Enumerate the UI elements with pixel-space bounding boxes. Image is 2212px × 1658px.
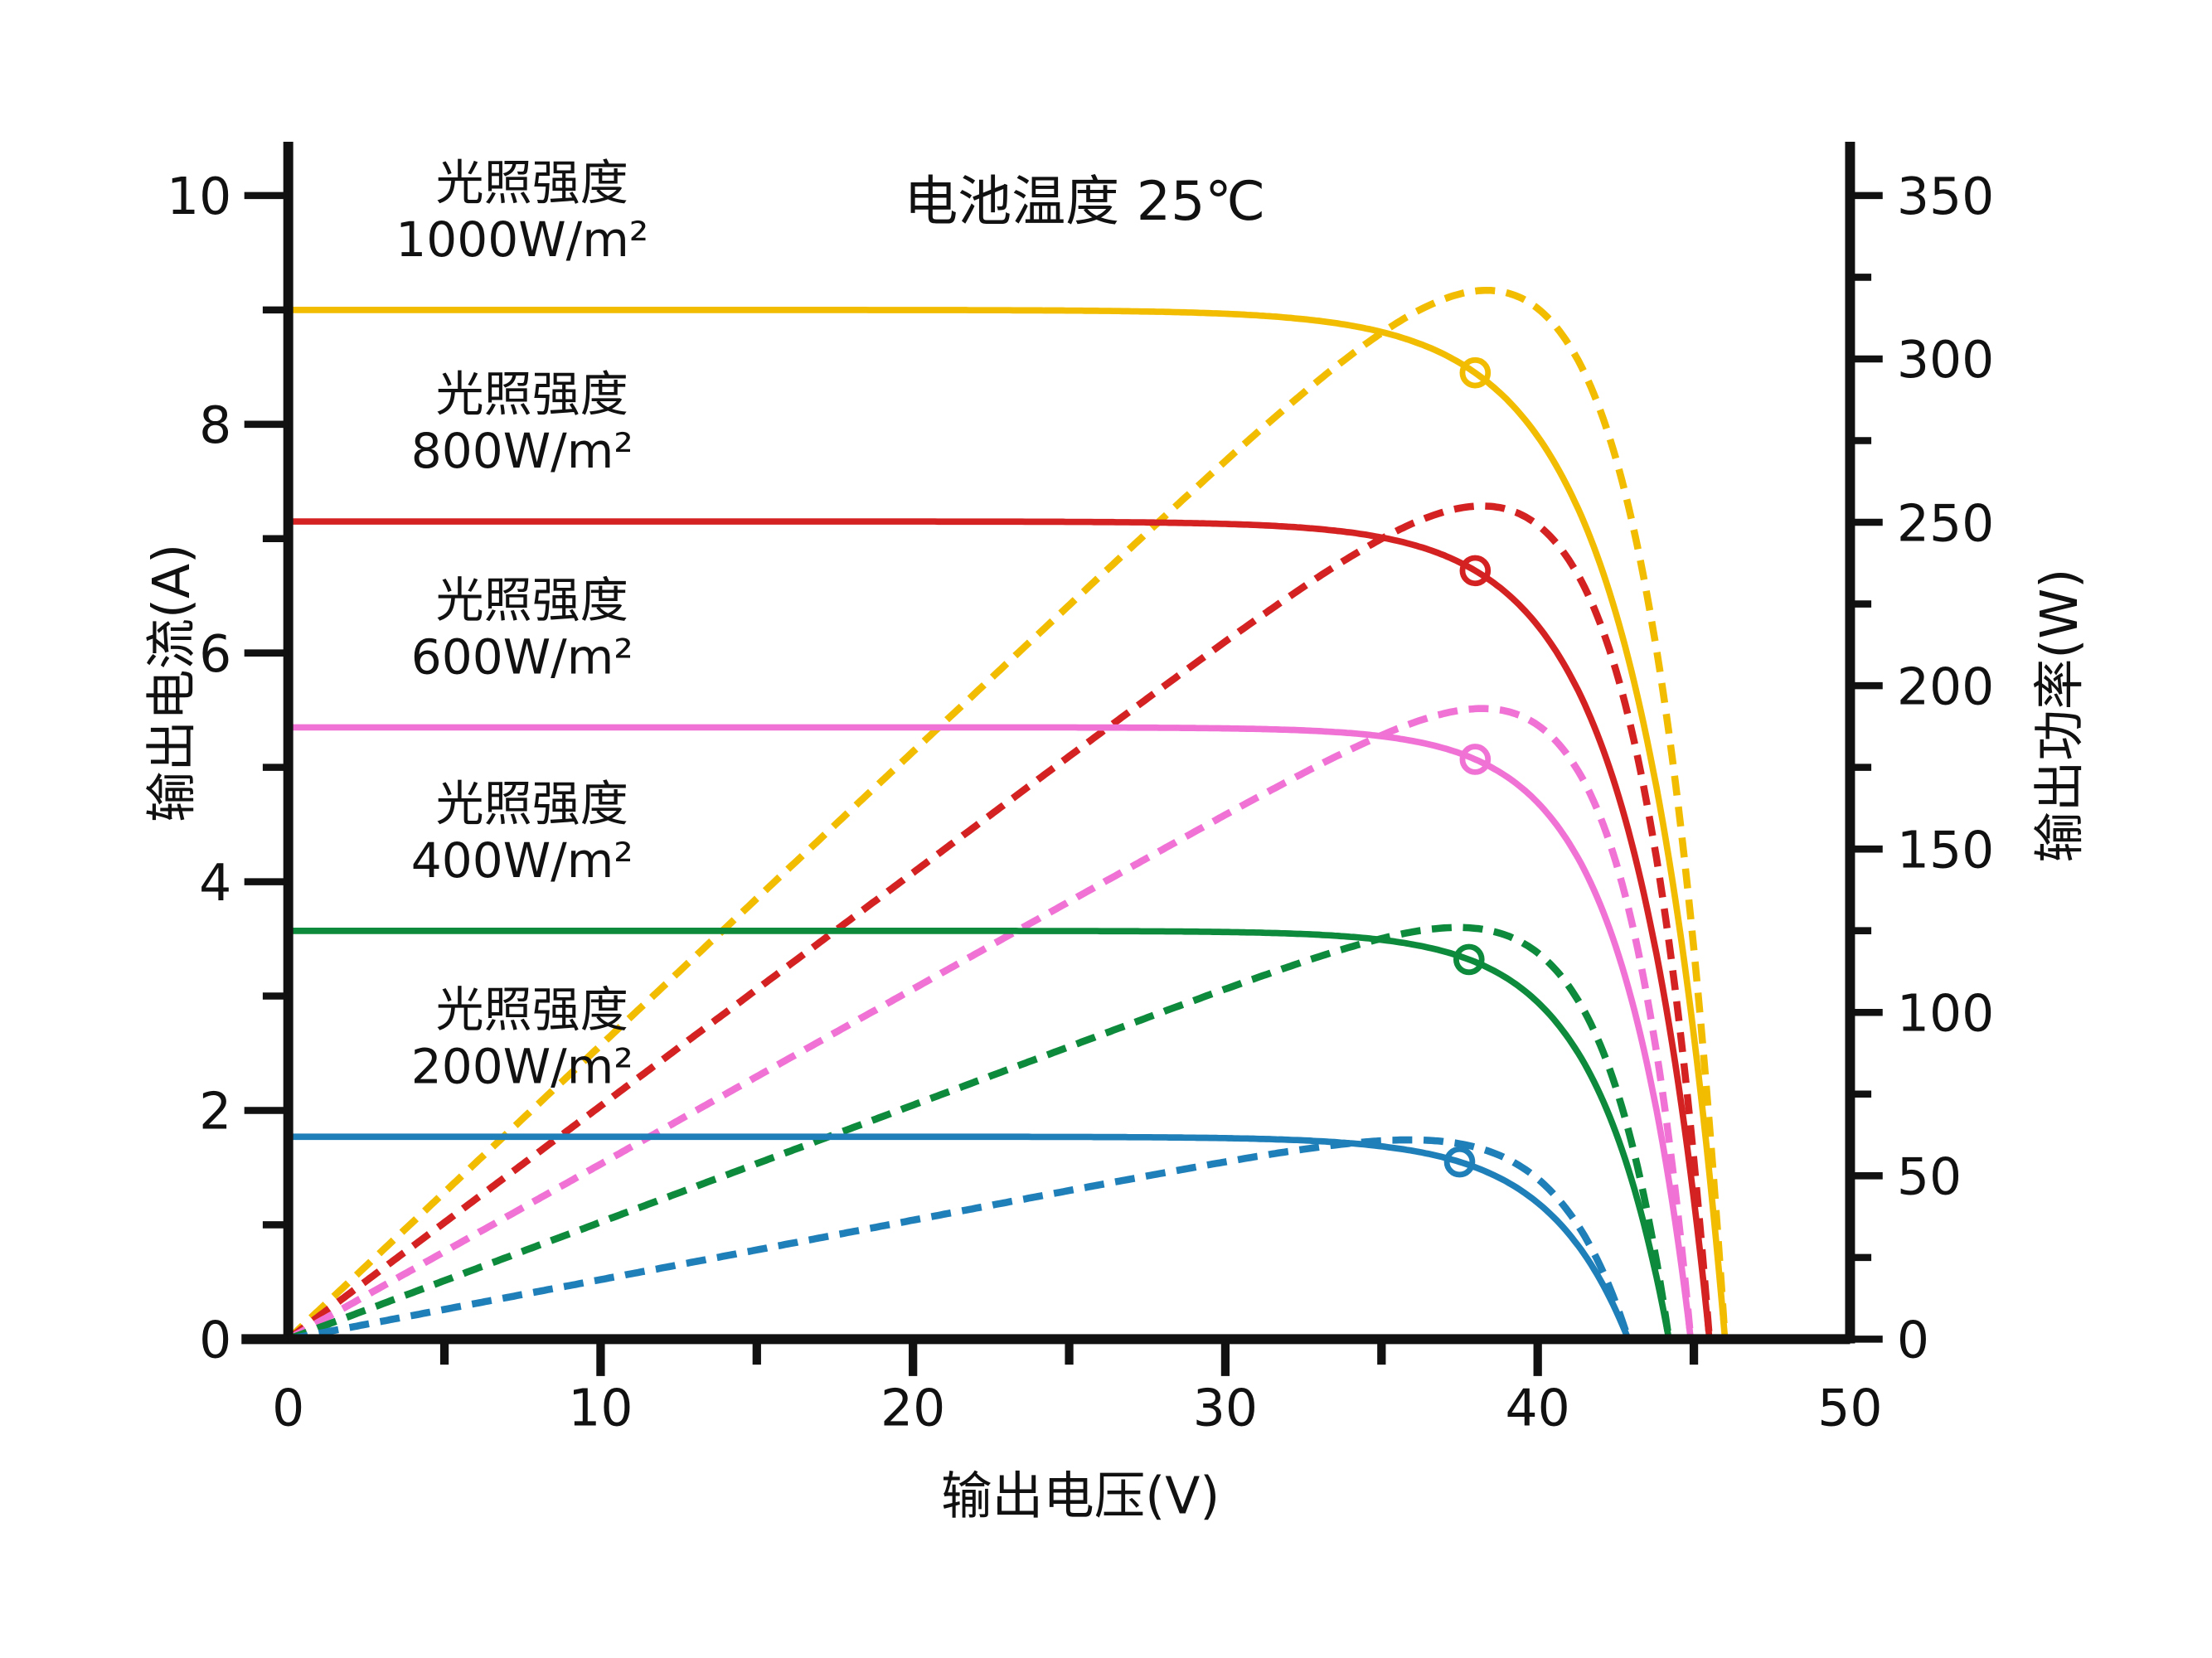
y-axis-label: 输出电流(A) xyxy=(142,544,201,822)
y-tick-label: 6 xyxy=(199,624,231,684)
y2-tick-label: 200 xyxy=(1897,657,1994,716)
series-label-name: 光照强度 xyxy=(435,366,628,423)
y-tick-label: 8 xyxy=(199,395,231,455)
series-label-irradiance: 200W/m² xyxy=(411,1038,633,1094)
mpp-marker-400W/m² xyxy=(1453,943,1485,976)
y-tick-label: 4 xyxy=(199,853,231,913)
x-tick-label: 50 xyxy=(1817,1379,1882,1438)
power-curve-1000W/m² xyxy=(285,286,1729,1342)
x-tick-label: 0 xyxy=(272,1379,304,1438)
series-label-name: 光照强度 xyxy=(435,572,628,628)
x-axis-label: 输出电压(V) xyxy=(941,1467,1220,1526)
y2-tick-label: 350 xyxy=(1897,167,1994,226)
series-label-name: 光照强度 xyxy=(435,155,628,211)
x-tick-label: 20 xyxy=(880,1379,945,1438)
y-tick-label: 2 xyxy=(199,1082,231,1142)
series-label-name: 光照强度 xyxy=(435,776,628,832)
x-tick-label: 30 xyxy=(1193,1379,1258,1438)
y2-tick-label: 300 xyxy=(1897,330,1994,390)
chart-title: 电池温度 25℃ xyxy=(904,171,1265,233)
mpp-marker-200W/m² xyxy=(1443,1146,1476,1178)
y-tick-label: 10 xyxy=(167,167,231,226)
y2-tick-label: 250 xyxy=(1897,493,1994,553)
y2-tick-label: 0 xyxy=(1897,1311,1929,1370)
current-curve-600W/m² xyxy=(288,724,1695,1340)
power-curve-800W/m² xyxy=(286,502,1714,1342)
series-label-irradiance: 1000W/m² xyxy=(395,211,648,268)
y2-tick-label: 150 xyxy=(1897,820,1994,880)
current-curve-400W/m² xyxy=(288,928,1672,1340)
x-tick-label: 40 xyxy=(1506,1379,1570,1438)
mpp-marker-600W/m² xyxy=(1459,744,1492,775)
x-tick-label: 10 xyxy=(568,1379,633,1438)
power-curve-200W/m² xyxy=(287,1136,1632,1343)
curves-layer xyxy=(285,286,1729,1343)
y2-tick-label: 100 xyxy=(1897,983,1994,1043)
mpp-marker-800W/m² xyxy=(1459,555,1492,587)
y2-axis-label: 输出功率(W) xyxy=(2030,569,2089,863)
series-labels: 光照强度1000W/m²光照强度800W/m²光照强度600W/m²光照强度40… xyxy=(395,155,648,1095)
series-label-name: 光照强度 xyxy=(435,982,628,1038)
y2-tick-label: 50 xyxy=(1897,1147,1962,1207)
mpp-marker-1000W/m² xyxy=(1459,356,1492,389)
power-curve-600W/m² xyxy=(286,705,1695,1343)
power-curve-400W/m² xyxy=(287,924,1673,1343)
current-curve-200W/m² xyxy=(288,1133,1632,1340)
y-tick-label: 0 xyxy=(199,1311,231,1370)
series-label-irradiance: 400W/m² xyxy=(411,832,633,889)
series-label-irradiance: 600W/m² xyxy=(411,628,633,685)
current-curve-800W/m² xyxy=(288,518,1713,1340)
series-label-irradiance: 800W/m² xyxy=(411,423,633,479)
